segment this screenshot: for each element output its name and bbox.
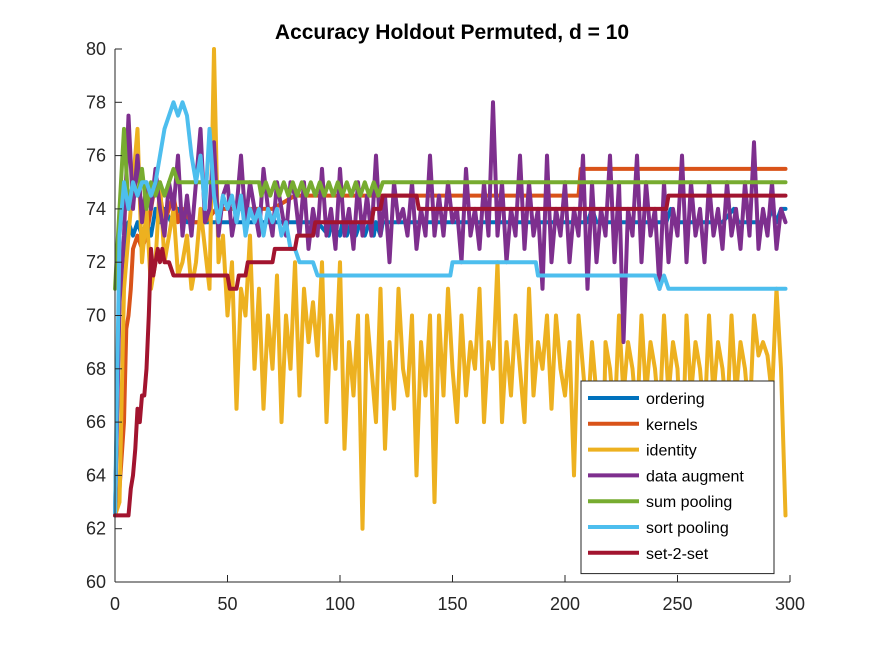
legend: ordering kernels identity data augment sum p… — [580, 380, 775, 575]
series-line-data-augment — [113, 100, 788, 518]
series-line-sort-pooling — [113, 100, 788, 518]
axes: 0 50 100 150 200 250 300 60 62 64 66 68 70 72 74 76 78 80 — [86, 39, 805, 614]
legend-label: kernels — [646, 417, 698, 434]
legend-label: set-2-set — [646, 546, 709, 563]
y-tick-label: 66 — [86, 412, 106, 432]
y-tick-label: 74 — [86, 199, 106, 219]
y-tick-label: 78 — [86, 92, 106, 112]
x-tick-label: 200 — [550, 594, 580, 614]
series-line-set-2-set — [113, 193, 788, 518]
x-tick-label: 50 — [217, 594, 237, 614]
x-tick-label: 250 — [662, 594, 692, 614]
legend-label: sort pooling — [646, 520, 729, 537]
series-line-sum-pooling — [113, 126, 788, 291]
legend-label: ordering — [646, 391, 705, 408]
y-tick-label: 60 — [86, 572, 106, 592]
y-tick-label: 62 — [86, 519, 106, 539]
legend-label: sum pooling — [646, 494, 732, 511]
y-tick-label: 80 — [86, 39, 106, 59]
y-tick-label: 76 — [86, 146, 106, 166]
y-tick-label: 70 — [86, 306, 106, 326]
x-tick-label: 100 — [325, 594, 355, 614]
y-tick-label: 64 — [86, 465, 106, 485]
series-lines — [113, 47, 788, 571]
series-line-identity — [113, 47, 788, 571]
chart-title: Accuracy Holdout Permuted, d = 10 — [275, 21, 629, 44]
x-tick-label: 300 — [775, 594, 805, 614]
y-tick-label: 72 — [86, 252, 106, 272]
legend-label: identity — [646, 443, 697, 460]
legend-label: data augment — [646, 468, 744, 485]
y-tick-label: 68 — [86, 359, 106, 379]
x-tick-label: 150 — [437, 594, 467, 614]
x-tick-label: 0 — [110, 594, 120, 614]
